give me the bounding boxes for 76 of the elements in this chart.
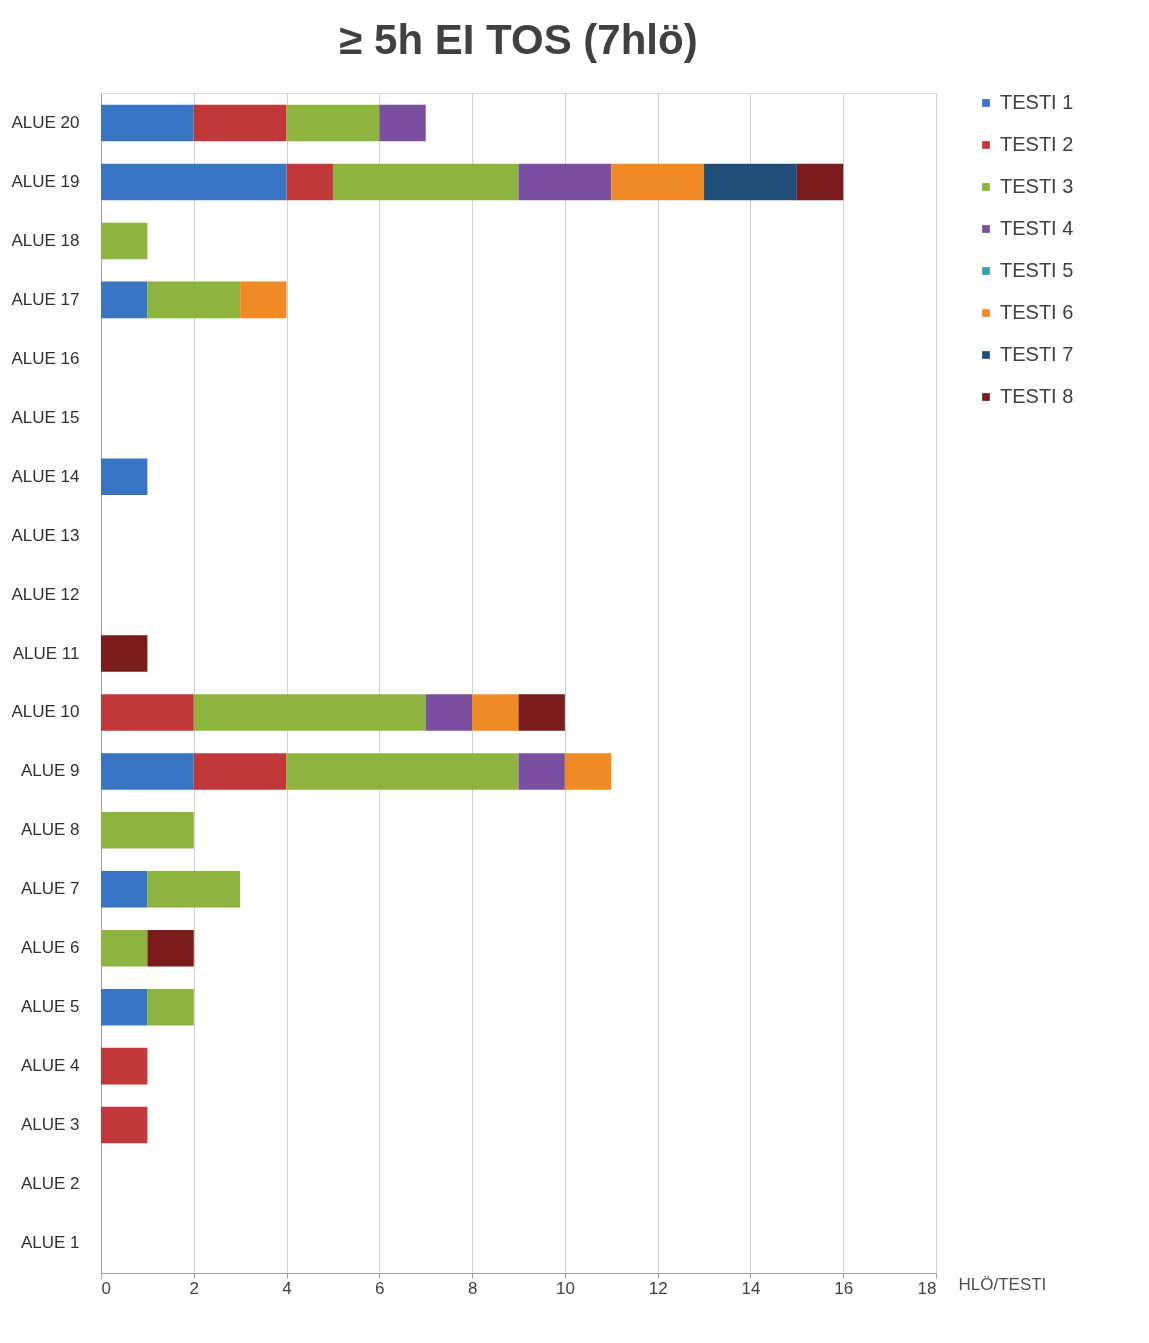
x-tick-label: 16 [834, 1278, 854, 1298]
y-tick-label: ALUE 17 [11, 289, 80, 309]
y-tick-label: ALUE 6 [20, 938, 80, 958]
bar [101, 458, 148, 495]
bar [147, 929, 194, 967]
y-tick-label: ALUE 1 [20, 1232, 80, 1252]
bar [101, 222, 148, 260]
bar [425, 694, 473, 731]
bar [518, 163, 612, 201]
y-tick-label: ALUE 11 [12, 643, 80, 663]
legend-label: TESTI 2 [1000, 133, 1074, 155]
y-tick-label: ALUE 3 [20, 1115, 80, 1135]
bar [193, 753, 287, 790]
bar [101, 635, 148, 672]
y-tick-label: ALUE 18 [11, 230, 80, 250]
y-tick-label: ALUE 15 [11, 407, 80, 427]
x-tick-label: 10 [555, 1278, 575, 1298]
bar [147, 871, 241, 908]
bar [286, 753, 519, 790]
bar [101, 812, 194, 849]
x-axis-title: HLÖ/TESTI [958, 1274, 1047, 1294]
x-tick-label: 12 [648, 1278, 668, 1298]
bar [286, 163, 333, 201]
bar [611, 163, 705, 201]
y-tick-label: ALUE 20 [11, 113, 80, 133]
bar [101, 1047, 148, 1085]
bar [147, 988, 194, 1026]
bar [796, 163, 844, 201]
bar [101, 988, 148, 1026]
y-tick-label: ALUE 16 [11, 348, 80, 368]
bar [193, 694, 426, 731]
y-tick-label: ALUE 2 [20, 1174, 80, 1193]
x-tick-label: 14 [741, 1278, 761, 1298]
x-tick-label: 4 [282, 1278, 292, 1298]
bar [101, 929, 148, 967]
bar [286, 104, 380, 142]
bar [101, 694, 194, 731]
y-tick-label: ALUE 5 [20, 997, 80, 1017]
bar [518, 753, 565, 790]
bar [101, 281, 148, 319]
x-tick-label: 18 [917, 1278, 937, 1298]
bar [332, 163, 519, 201]
x-tick-label: 8 [467, 1278, 478, 1298]
y-tick-label: ALUE 12 [11, 584, 80, 604]
bar [379, 104, 426, 142]
y-tick-label: ALUE 7 [20, 879, 80, 899]
bar [101, 871, 148, 908]
y-tick-label: ALUE 4 [20, 1056, 80, 1076]
bar [101, 104, 194, 142]
y-tick-label: ALUE 9 [20, 761, 80, 781]
legend-label: TESTI 1 [1000, 91, 1074, 113]
legend-label: TESTI 6 [1000, 301, 1074, 323]
chart-title: ≥ 5h EI TOS (7hlö) [339, 16, 698, 63]
bar [472, 694, 519, 731]
y-tick-label: ALUE 13 [11, 525, 80, 545]
bar [704, 163, 797, 201]
legend-label: TESTI 7 [1000, 343, 1074, 365]
bar [240, 281, 287, 319]
x-tick-label: 0 [101, 1278, 111, 1298]
bar [101, 1106, 148, 1144]
y-tick-label: ALUE 10 [11, 702, 80, 722]
y-tick-label: ALUE 19 [11, 172, 80, 191]
bar [147, 281, 241, 319]
legend-label: TESTI 4 [1000, 217, 1074, 239]
bar [101, 163, 287, 201]
y-tick-label: ALUE 14 [11, 466, 80, 486]
x-tick-label: 2 [189, 1278, 200, 1298]
legend-label: TESTI 3 [1000, 175, 1074, 197]
bar [101, 753, 194, 790]
x-tick-label: 6 [375, 1278, 385, 1298]
y-tick-label: ALUE 8 [20, 820, 80, 840]
bar [564, 753, 612, 790]
legend-label: TESTI 5 [1000, 259, 1074, 281]
bar [193, 104, 287, 142]
legend-label: TESTI 8 [1000, 385, 1074, 407]
bar [518, 694, 565, 731]
